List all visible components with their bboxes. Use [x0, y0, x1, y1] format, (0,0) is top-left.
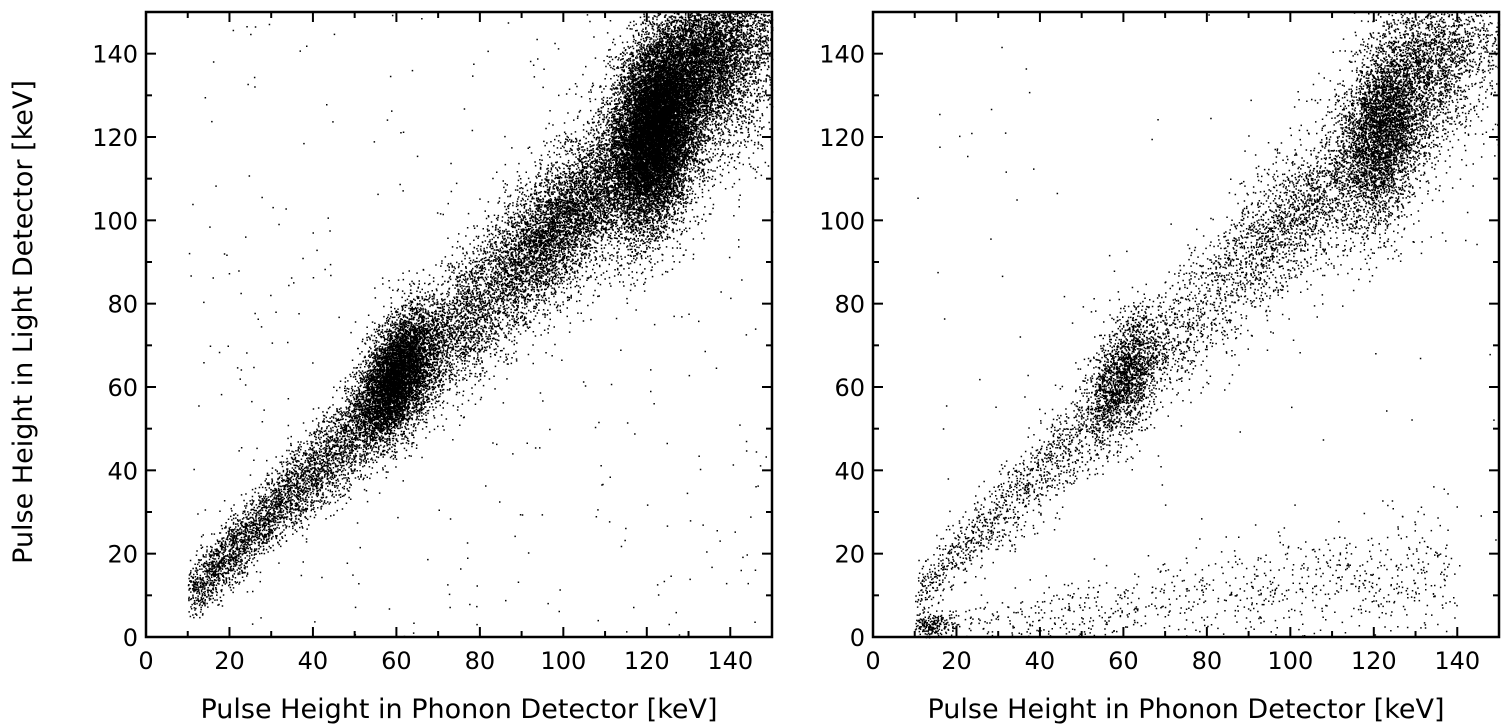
x-tick-label: 120 — [624, 647, 670, 675]
y-tick-label: 0 — [123, 624, 138, 652]
scatter-panel-right: 0 20 40 60 80 100 120 140 0 20 40 60 80 100 120 140 Pul… — [819, 10, 1501, 725]
x-tick-label: 120 — [1351, 647, 1397, 675]
scatter-points — [914, 12, 1501, 639]
x-tick-label: 140 — [707, 647, 753, 675]
scatter-panel-left: 0 20 40 60 80 100 120 140 0 20 40 60 80 100 120 140 Pul… — [92, 10, 774, 725]
x-tick-label: 60 — [1108, 647, 1139, 675]
y-tick-label: 40 — [834, 457, 865, 485]
x-tick-label: 0 — [865, 647, 880, 675]
y-tick-label: 100 — [92, 207, 138, 235]
x-tick-label: 80 — [1192, 647, 1223, 675]
y-tick-label: 100 — [819, 207, 865, 235]
scatter-point-cloud — [187, 12, 774, 638]
x-tick-label: 40 — [298, 647, 329, 675]
x-axis-title: Pulse Height in Phonon Detector [keV] — [927, 694, 1444, 725]
plot-frame — [871, 10, 1501, 639]
y-tick-label: 40 — [107, 457, 138, 485]
y-tick-label: 0 — [850, 624, 865, 652]
y-tick-label: 60 — [834, 374, 865, 402]
y-tick-label: 120 — [92, 124, 138, 152]
x-tick-label: 140 — [1434, 647, 1480, 675]
scatter-points — [187, 12, 774, 638]
y-tick-label: 60 — [107, 374, 138, 402]
y-tick-label: 140 — [92, 41, 138, 69]
y-tick-label: 80 — [834, 291, 865, 319]
x-tick-label: 20 — [941, 647, 972, 675]
y-tick-label: 20 — [107, 541, 138, 569]
y-tick-label: 140 — [819, 41, 865, 69]
y-tick-label: 120 — [819, 124, 865, 152]
y-tick-label: 80 — [107, 291, 138, 319]
x-tick-label: 20 — [214, 647, 245, 675]
x-tick-label: 60 — [381, 647, 412, 675]
x-axis-title: Pulse Height in Phonon Detector [keV] — [200, 694, 717, 725]
x-tick-label: 100 — [540, 647, 586, 675]
y-tick-label: 20 — [834, 541, 865, 569]
plot-frame — [144, 10, 774, 639]
y-axis-title: Pulse Height in Light Detector [keV] — [8, 80, 39, 564]
x-tick-label: 0 — [138, 647, 153, 675]
axis-ticks: 0 20 40 60 80 100 120 140 0 20 40 60 80 100 120 140 — [819, 11, 1500, 675]
x-tick-label: 100 — [1267, 647, 1313, 675]
axis-ticks: 0 20 40 60 80 100 120 140 0 20 40 60 80 100 120 140 — [92, 11, 773, 675]
x-tick-label: 80 — [465, 647, 496, 675]
scatter-point-cloud — [914, 12, 1501, 639]
x-tick-label: 40 — [1025, 647, 1056, 675]
